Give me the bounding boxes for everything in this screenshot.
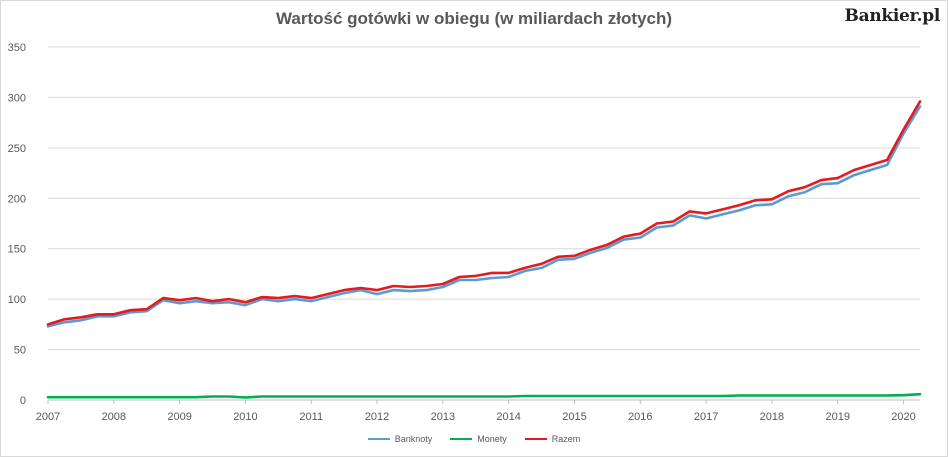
x-tick-label: 2020 [891, 411, 915, 423]
x-tick-label: 2017 [694, 411, 718, 423]
x-tick-label: 2018 [760, 411, 784, 423]
series-line-banknoty [46, 105, 922, 328]
x-tick-label: 2011 [299, 411, 323, 423]
x-tick-label: 2015 [562, 411, 586, 423]
legend-label: Banknoty [394, 434, 433, 444]
x-tick-label: 2008 [102, 411, 126, 423]
x-tick-label: 2012 [365, 411, 389, 423]
y-tick-label: 250 [8, 143, 26, 155]
y-tick-label: 200 [8, 193, 26, 205]
x-tick-label: 2014 [496, 411, 520, 423]
x-tick-label: 2009 [167, 411, 191, 423]
x-tick-label: 2013 [431, 411, 455, 423]
y-tick-label: 350 [8, 42, 26, 54]
chart-legend: Banknoty Monety Razem [0, 434, 948, 444]
legend-item-banknoty: Banknoty [367, 434, 433, 444]
y-tick-label: 50 [14, 345, 26, 357]
y-tick-label: 150 [8, 244, 26, 256]
y-tick-label: 300 [8, 92, 26, 104]
series-line-razem [46, 100, 922, 326]
y-tick-label: 0 [20, 395, 26, 407]
x-tick-label: 2010 [233, 411, 257, 423]
chart-title: Wartość gotówki w obiegu (w miliardach z… [275, 9, 673, 28]
brand-logo: Bankier.pl [844, 6, 941, 26]
x-tick-label: 2016 [628, 411, 652, 423]
x-tick-label: 2019 [825, 411, 849, 423]
series-line-monety [46, 392, 922, 399]
legend-label: Razem [551, 434, 581, 444]
legend-label: Monety [477, 434, 507, 444]
legend-swatch [450, 438, 473, 440]
legend-item-razem: Razem [524, 434, 581, 444]
legend-swatch [524, 438, 547, 440]
y-tick-label: 100 [8, 294, 26, 306]
legend-swatch [367, 438, 390, 440]
legend-item-monety: Monety [450, 434, 507, 444]
x-tick-label: 2007 [36, 411, 60, 423]
